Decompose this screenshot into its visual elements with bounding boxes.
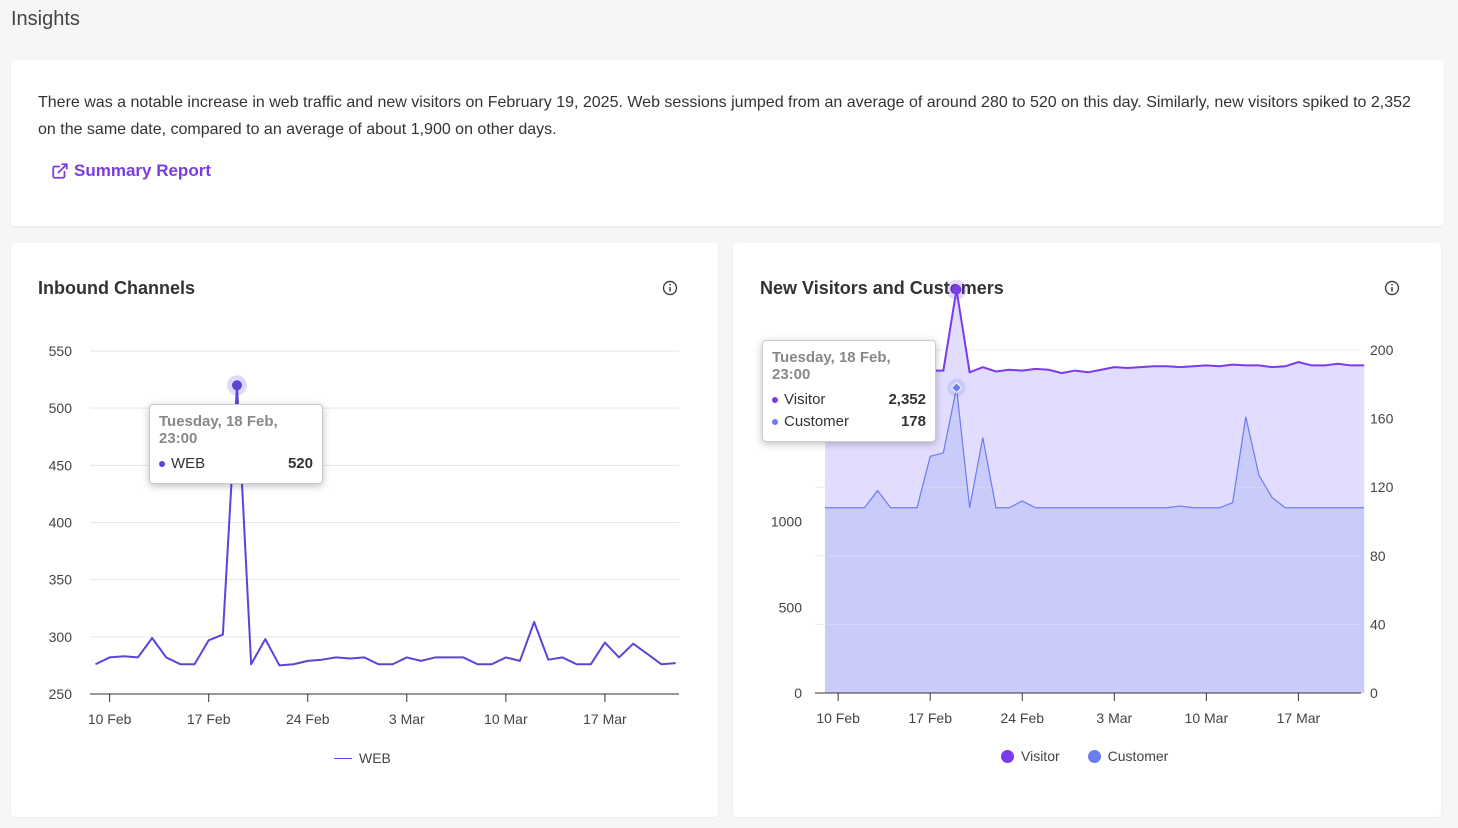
y-tick-label: 350 (49, 572, 73, 588)
y-tick-label: 250 (49, 686, 73, 702)
tooltip-series-label: Customer (784, 413, 850, 430)
tooltip-row-customer: Customer 178 (772, 411, 926, 433)
series-dot-icon (159, 461, 165, 467)
x-tick-label: 3 Mar (389, 711, 425, 727)
x-tick-label: 10 Feb (88, 711, 132, 727)
y-right-tick-label: 80 (1370, 548, 1386, 564)
legend-item-visitor[interactable]: Visitor (1001, 748, 1060, 764)
series-dot-icon (772, 397, 778, 403)
dot-swatch-icon (1087, 749, 1101, 763)
customer-series-line (825, 387, 1365, 509)
insight-text: There was a notable increase in web traf… (38, 94, 1411, 138)
x-tick-label: 24 Feb (1000, 710, 1044, 726)
x-tick-label: 17 Feb (908, 710, 952, 726)
tooltip-row-visitor: Visitor 2,352 (772, 389, 926, 411)
y-right-tick-label: 40 (1370, 616, 1386, 632)
x-tick-label: 10 Mar (484, 711, 528, 727)
line-swatch-icon (334, 757, 352, 759)
series-dot-icon (772, 419, 778, 425)
tooltip-title: Tuesday, 18 Feb, 23:00 (772, 349, 891, 383)
y-left-tick-label: 500 (779, 599, 803, 615)
highlight-point-customer (950, 382, 963, 394)
y-right-tick-label: 0 (1370, 685, 1378, 701)
chart-tooltip: Tuesday, 18 Feb, 23:00 WEB 520 (149, 404, 323, 484)
y-right-tick-label: 200 (1370, 342, 1394, 358)
customer-area (825, 387, 1365, 693)
legend-label: WEB (359, 750, 391, 766)
summary-report-label: Summary Report (74, 161, 211, 180)
legend-label: Visitor (1021, 748, 1060, 764)
tooltip-value: 520 (287, 455, 313, 472)
legend-label: Customer (1107, 748, 1169, 764)
y-right-tick-label: 160 (1370, 411, 1394, 427)
x-tick-label: 10 Mar (1185, 710, 1229, 726)
x-tick-label: 24 Feb (286, 711, 330, 727)
insight-card: There was a notable increase in web traf… (11, 60, 1444, 226)
tooltip-row: WEB 520 (159, 453, 313, 475)
visitors-customers-card: New Visitors and Customers 0 40 80 120 160 20… (733, 243, 1441, 817)
y-left-tick-label: 1000 (771, 514, 802, 530)
legend-item-customer[interactable]: Customer (1087, 748, 1169, 764)
x-tick-label: 17 Mar (583, 711, 627, 727)
inbound-channels-chart[interactable]: 250 300 350 400 450 500 550 10 Feb 17 Feb 24 Feb 3… (11, 243, 718, 803)
inbound-channels-title: Inbound Channels (38, 278, 195, 298)
inbound-channels-card: Inbound Channels 250 300 350 400 450 500 550 10… (11, 243, 718, 817)
tooltip-value: 178 (900, 413, 926, 430)
x-tick-label: 17 Feb (187, 711, 231, 727)
info-icon[interactable] (661, 279, 679, 297)
tooltip-series-label: WEB (171, 455, 206, 472)
chart-legend: Visitor Customer (1001, 748, 1168, 764)
y-tick-label: 500 (49, 400, 73, 416)
x-tick-label: 10 Feb (816, 710, 860, 726)
web-series-line (95, 384, 676, 667)
chart-legend: WEB (334, 750, 391, 766)
x-tick-label: 3 Mar (1096, 710, 1132, 726)
summary-report-link[interactable]: Summary Report (51, 161, 211, 181)
y-tick-label: 550 (49, 343, 73, 359)
legend-item-web[interactable]: WEB (334, 750, 391, 766)
tooltip-value: 2,352 (888, 391, 926, 408)
y-right-tick-label: 120 (1370, 479, 1394, 495)
highlight-point-visitor (951, 284, 962, 295)
y-tick-label: 300 (49, 629, 73, 645)
highlight-point (232, 380, 242, 391)
x-tick-label: 17 Mar (1277, 710, 1321, 726)
chart-tooltip: Tuesday, 18 Feb, 23:00 Visitor 2,352 Cus… (762, 340, 936, 442)
tooltip-title: Tuesday, 18 Feb, 23:00 (159, 413, 278, 447)
info-icon[interactable] (1383, 279, 1401, 297)
external-link-icon (52, 163, 68, 179)
y-tick-label: 450 (49, 457, 73, 473)
visitors-customers-title: New Visitors and Customers (760, 278, 1004, 298)
page-title: Insights (11, 8, 80, 30)
tooltip-series-label: Visitor (784, 391, 826, 408)
y-tick-label: 400 (49, 515, 73, 531)
y-left-tick-label: 0 (794, 685, 802, 701)
dot-swatch-icon (1001, 749, 1014, 763)
